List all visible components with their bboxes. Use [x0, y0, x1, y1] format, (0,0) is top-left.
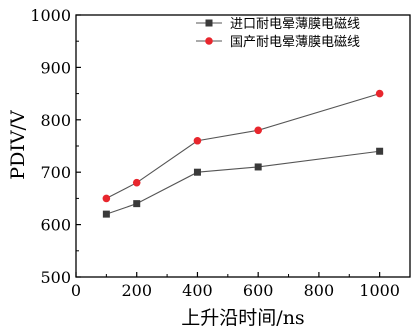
x-tick-label: 0 — [71, 281, 81, 300]
data-point — [102, 194, 111, 203]
x-tick-label: 600 — [243, 281, 274, 300]
data-point — [102, 210, 110, 218]
data-point — [375, 89, 384, 98]
x-tick-label: 800 — [304, 281, 335, 300]
data-point — [254, 126, 262, 135]
y-tick-label: 600 — [40, 216, 71, 235]
data-point — [254, 163, 262, 171]
legend-item: 进口耐电晕薄膜电磁线 — [196, 17, 360, 32]
data-point — [132, 178, 141, 187]
data-point — [193, 168, 201, 176]
plot-frame — [75, 14, 411, 278]
data-point — [193, 136, 202, 145]
legend-marker — [205, 37, 213, 45]
series-line — [106, 150, 380, 215]
series-1 — [102, 147, 384, 218]
y-tick-label: 700 — [40, 163, 71, 182]
legend-label: 国产耐电晕薄膜电磁线 — [230, 35, 360, 50]
series-line — [106, 93, 380, 199]
data-point — [376, 147, 384, 155]
chart-series — [102, 89, 384, 218]
legend-label: 进口耐电晕薄膜电磁线 — [230, 17, 360, 32]
y-tick-label: 1000 — [30, 6, 71, 25]
y-tick-label: 800 — [40, 111, 71, 130]
x-axis-title: 上升沿时间/ns — [181, 307, 304, 329]
legend-item: 国产耐电晕薄膜电磁线 — [196, 35, 360, 50]
legend-marker — [205, 19, 213, 27]
x-tick-label: 1000 — [359, 281, 400, 300]
x-tick-label: 400 — [182, 281, 213, 300]
y-tick-label: 900 — [40, 58, 71, 77]
y-tick-label: 500 — [40, 268, 71, 287]
x-tick-label: 200 — [121, 281, 152, 300]
chart-axes: 0 200 400 600 800 1000 500 600 700 800 900 1000 — [30, 6, 411, 300]
series-2 — [102, 89, 384, 203]
data-point — [133, 200, 141, 208]
y-axis-title: PDIV/V — [7, 110, 29, 180]
